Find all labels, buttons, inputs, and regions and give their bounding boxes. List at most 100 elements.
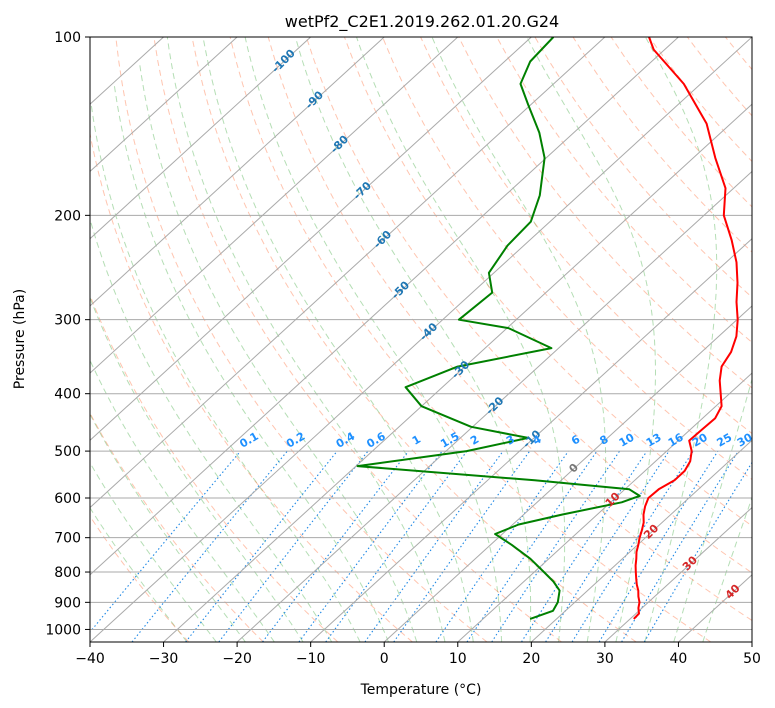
mixing-ratio-line — [598, 450, 719, 642]
mixing-ratio-line — [545, 450, 670, 642]
isotherm — [236, 170, 752, 642]
y-tick-label: 500 — [54, 444, 81, 460]
isotherm — [90, 37, 679, 576]
moist-adiabat — [244, 37, 503, 642]
isotherm — [383, 305, 752, 642]
mixing-ratio-label: 36 — [756, 431, 775, 450]
x-tick-label: 40 — [670, 651, 688, 667]
dry-adiabat — [90, 515, 190, 642]
x-tick-label: −30 — [149, 651, 179, 667]
moist-adiabat — [166, 37, 446, 642]
moist-adiabat — [90, 413, 246, 642]
moist-adiabat — [356, 37, 566, 642]
x-ticks: −40 −30 −20 −10 0 10 20 30 40 50 — [75, 642, 761, 667]
y-ticks: 100 200 300 400 500 600 700 800 900 1000 — [45, 30, 90, 638]
isotherm — [90, 37, 459, 374]
y-tick-label: 100 — [54, 30, 81, 46]
chart-title: wetPf2_C2E1.2019.262.01.20.G24 — [285, 12, 559, 32]
isotherm — [310, 237, 752, 642]
mixing-ratio-label: 16 — [666, 431, 686, 450]
isotherm — [604, 506, 752, 642]
y-tick-label: 600 — [54, 491, 81, 507]
y-tick-label: 800 — [54, 565, 81, 581]
dry-adiabat — [572, 37, 752, 253]
moist-adiabat — [113, 83, 389, 642]
moist-adiabat — [138, 61, 418, 642]
x-tick-label: 50 — [743, 651, 761, 667]
mixing-ratio-line — [621, 450, 739, 642]
mixing-ratio-label: 0.1 — [237, 430, 260, 451]
mixing-ratio-label: 0.6 — [364, 429, 388, 450]
moist-adiabat — [90, 296, 304, 642]
dry-adiabat — [305, 37, 752, 574]
isotherm — [90, 37, 606, 509]
dry-adiabat — [725, 37, 752, 71]
mixing-ratio-line — [298, 450, 443, 642]
dry-adiabat — [90, 412, 264, 642]
mixing-ratio-line — [466, 450, 598, 642]
mixing-ratio-line — [262, 450, 409, 642]
x-tick-label: 10 — [449, 651, 467, 667]
mixing-ratio-line — [491, 450, 621, 642]
moist-adiabat — [673, 377, 752, 642]
isotherm-label: -100 — [269, 47, 298, 76]
moist-adiabat — [90, 358, 275, 642]
dry-adiabat — [90, 131, 413, 642]
mixing-ratio-label: 6 — [569, 432, 582, 447]
mixing-ratio-line — [435, 450, 569, 642]
mixing-ratio-line — [521, 450, 648, 642]
dry-adiabat — [534, 37, 752, 298]
mixing-ratio-label: 25 — [715, 431, 735, 450]
mixing-ratio-label: 2 — [468, 433, 481, 448]
moist-adiabat — [90, 104, 361, 642]
dry-adiabat — [153, 37, 562, 642]
dry-adiabat — [764, 37, 775, 642]
dry-adiabat — [686, 37, 752, 117]
temperature-line — [633, 37, 739, 620]
isotherm — [457, 372, 752, 642]
y-tick-label: 700 — [54, 531, 81, 547]
pressure-gridlines — [90, 37, 752, 630]
y-tick-label: 300 — [54, 313, 81, 329]
x-tick-label: 0 — [380, 651, 389, 667]
mixing-ratio-label: 1.5 — [438, 430, 461, 451]
isotherm — [90, 37, 532, 442]
y-axis-label: Pressure (hPa) — [12, 289, 28, 389]
dry-adiabat — [115, 37, 488, 642]
x-tick-label: −10 — [296, 651, 326, 667]
dry-adiabat — [267, 37, 752, 622]
x-tick-label: −20 — [222, 651, 252, 667]
x-axis-label: Temperature (°C) — [360, 682, 482, 698]
mixing-ratio-line — [325, 450, 468, 642]
moist-adiabat — [202, 37, 474, 642]
mixing-ratio-label: 1 — [410, 433, 423, 448]
moist-adiabat — [702, 496, 752, 642]
mixing-ratio-label: 0.4 — [334, 430, 358, 451]
isotherm — [530, 439, 752, 642]
mixing-ratio-label: 10 — [617, 431, 637, 450]
mixing-ratio-lines — [90, 450, 752, 642]
isotherms — [90, 37, 752, 642]
mixing-ratio-label: 0.2 — [284, 430, 307, 451]
isotherm — [90, 37, 752, 642]
mixing-ratio-line — [131, 450, 288, 642]
dry-adiabat — [343, 37, 752, 527]
moist-adiabat — [90, 217, 333, 642]
plot-frame — [89, 36, 753, 643]
y-tick-label: 900 — [54, 595, 81, 611]
moist-adiabat — [294, 37, 532, 642]
moist-adiabat — [90, 461, 217, 642]
isotherm — [163, 103, 752, 642]
mixing-ratio-line — [571, 450, 694, 642]
mixing-ratio-line — [90, 450, 241, 633]
x-tick-label: 20 — [522, 651, 540, 667]
y-tick-label: 1000 — [45, 622, 81, 638]
x-tick-label: −40 — [75, 651, 105, 667]
isotherm — [90, 37, 312, 240]
mixing-ratio-line — [364, 450, 504, 642]
sounding-series — [356, 37, 739, 620]
x-tick-label: 30 — [596, 651, 614, 667]
moist-adiabat — [644, 37, 718, 642]
